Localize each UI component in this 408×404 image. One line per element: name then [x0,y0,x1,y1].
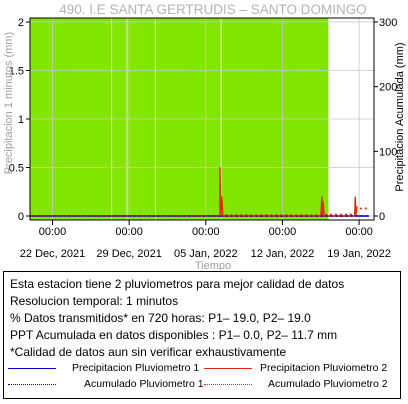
x-tick-date-label-1: 29 Dec, 2021 [96,248,161,260]
info-line-pluviometers: Esta estacion tiene 2 pluviometros para … [10,277,345,291]
rainfall-chart: 490. I.E SANTA GERTRUDIS – SANTO DOMINGO… [3,2,406,270]
x-tick-time-label-2: 00:00 [192,226,220,238]
x-tick-date-label-4: 19 Jan, 2022 [327,248,391,260]
x-tick-time-label-3: 00:00 [269,226,297,238]
y-right-tick-label-0: 0 [379,211,385,223]
series-line-2 [219,167,358,217]
info-line-accumulated: PPT Acumulada en datos disponibles : P1–… [10,328,338,342]
legend-label-accum-p1: Acumulado Pluviometro 1 [84,378,204,390]
y-axis-left-label: Precipitacion 1 minutos (mm) [3,32,15,174]
x-tick-time-label-0: 00:00 [39,226,67,238]
series-line-4 [30,207,369,217]
x-tick-date-label-2: 05 Jan, 2022 [174,248,238,260]
x-tick-date-label-3: 12 Jan, 2022 [251,248,315,260]
legend-swatch-precip-p1 [8,368,56,369]
legend-swatch-precip-p2 [204,368,252,369]
legend-swatch-accum-p1 [8,384,56,385]
plot-area [30,18,374,220]
info-line-transmitted: % Datos transmitidos* en 720 horas: P1– … [10,311,311,325]
x-tick-date-label-0: 22 Dec, 2021 [20,248,85,260]
station-info-box: Esta estacion tiene 2 pluviometros para … [3,271,401,399]
legend-accum-p2: Acumulado Pluviometro 2 [204,378,399,392]
y-right-tick-label-2: 200 [379,82,397,94]
axes: 0 0.5 1 1.5 2 0 100 200 300 00:00 22 Dec, 2021 00:0… [9,17,398,260]
x-tick-time-label-4: 00:00 [345,226,373,238]
legend-swatch-accum-p2 [204,384,252,385]
info-line-resolution: Resolucion temporal: 1 minutos [10,294,179,308]
legend-precip-p1: Precipitacion Pluviometro 1 [8,362,200,376]
y-left-tick-label-4: 2 [18,17,24,29]
y-left-tick-label-3: 1.5 [9,66,24,78]
legend-precip-p2: Precipitacion Pluviometro 2 [204,362,399,376]
chart-title: 490. I.E SANTA GERTRUDIS – SANTO DOMINGO [59,2,367,17]
y-left-tick-label-0: 0 [18,211,24,223]
y-left-tick-label-1: 0.5 [9,163,24,175]
legend-label-precip-p1: Precipitacion Pluviometro 1 [72,362,200,374]
x-axis-label: Tiempo [195,260,231,270]
y-left-tick-label-2: 1 [18,114,24,126]
y-axis-right-label: Precipitacion Acumulada (mm) [394,42,406,191]
legend-label-accum-p2: Acumulado Pluviometro 2 [268,378,388,390]
x-tick-time-label-1: 00:00 [115,226,143,238]
info-line-quality-note: *Calidad de datos aun sin verificar exha… [10,345,287,359]
y-right-tick-label-3: 300 [379,17,397,29]
y-right-tick-label-1: 100 [379,146,397,158]
legend-accum-p1: Acumulado Pluviometro 1 [8,378,204,392]
legend-label-precip-p2: Precipitacion Pluviometro 2 [260,362,388,374]
